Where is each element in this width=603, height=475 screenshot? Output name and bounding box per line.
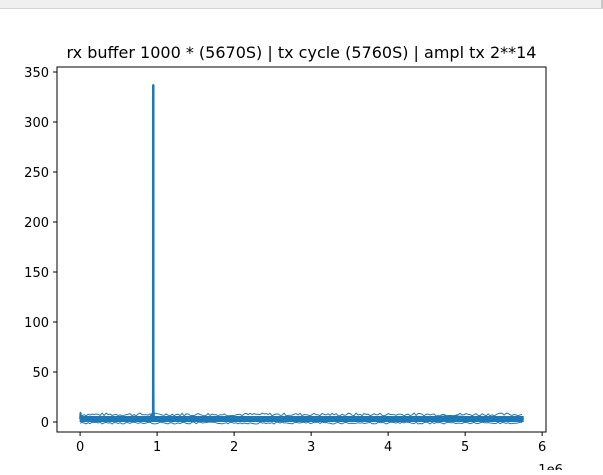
window-title-fragment: ~ <box>88 0 116 2</box>
x-tick-label: 3 <box>307 440 315 455</box>
series-group <box>79 84 524 422</box>
y-tick-label: 250 <box>24 166 49 181</box>
x-tick-label: 6 <box>538 440 546 455</box>
y-tick-label: 150 <box>24 266 49 281</box>
y-tick-label: 50 <box>32 366 49 381</box>
y-tick-label: 0 <box>41 416 49 431</box>
x-tick-label: 4 <box>384 440 392 455</box>
series-line <box>79 84 524 420</box>
x-tick-label: 1 <box>153 440 161 455</box>
x-axis-ticks: 0 1 2 3 4 5 6 <box>76 432 546 455</box>
line-chart: 0 1 2 3 4 5 6 0 50 100 150 200 250 300 350 rx buffer … <box>24 43 563 475</box>
y-tick-label: 200 <box>24 216 49 231</box>
y-tick-label: 100 <box>24 316 49 331</box>
x-tick-label: 0 <box>76 440 84 455</box>
window-top-strip: ~ <box>0 0 603 9</box>
noise-band-bottom-edge <box>79 421 523 425</box>
x-tick-label: 2 <box>230 440 238 455</box>
y-tick-label: 350 <box>24 66 49 81</box>
x-axis-scale-label: 1e6 <box>538 463 563 470</box>
chart-title: rx buffer 1000 * (5670S) | tx cycle (576… <box>67 43 537 62</box>
window-edge <box>601 0 603 8</box>
figure-canvas: 0 1 2 3 4 5 6 0 50 100 150 200 250 300 350 rx buffer … <box>0 9 603 475</box>
x-tick-label: 5 <box>461 440 469 455</box>
y-tick-label: 300 <box>24 116 49 131</box>
y-axis-ticks: 0 50 100 150 200 250 300 350 <box>24 66 57 431</box>
plot-area-frame <box>56 66 547 433</box>
